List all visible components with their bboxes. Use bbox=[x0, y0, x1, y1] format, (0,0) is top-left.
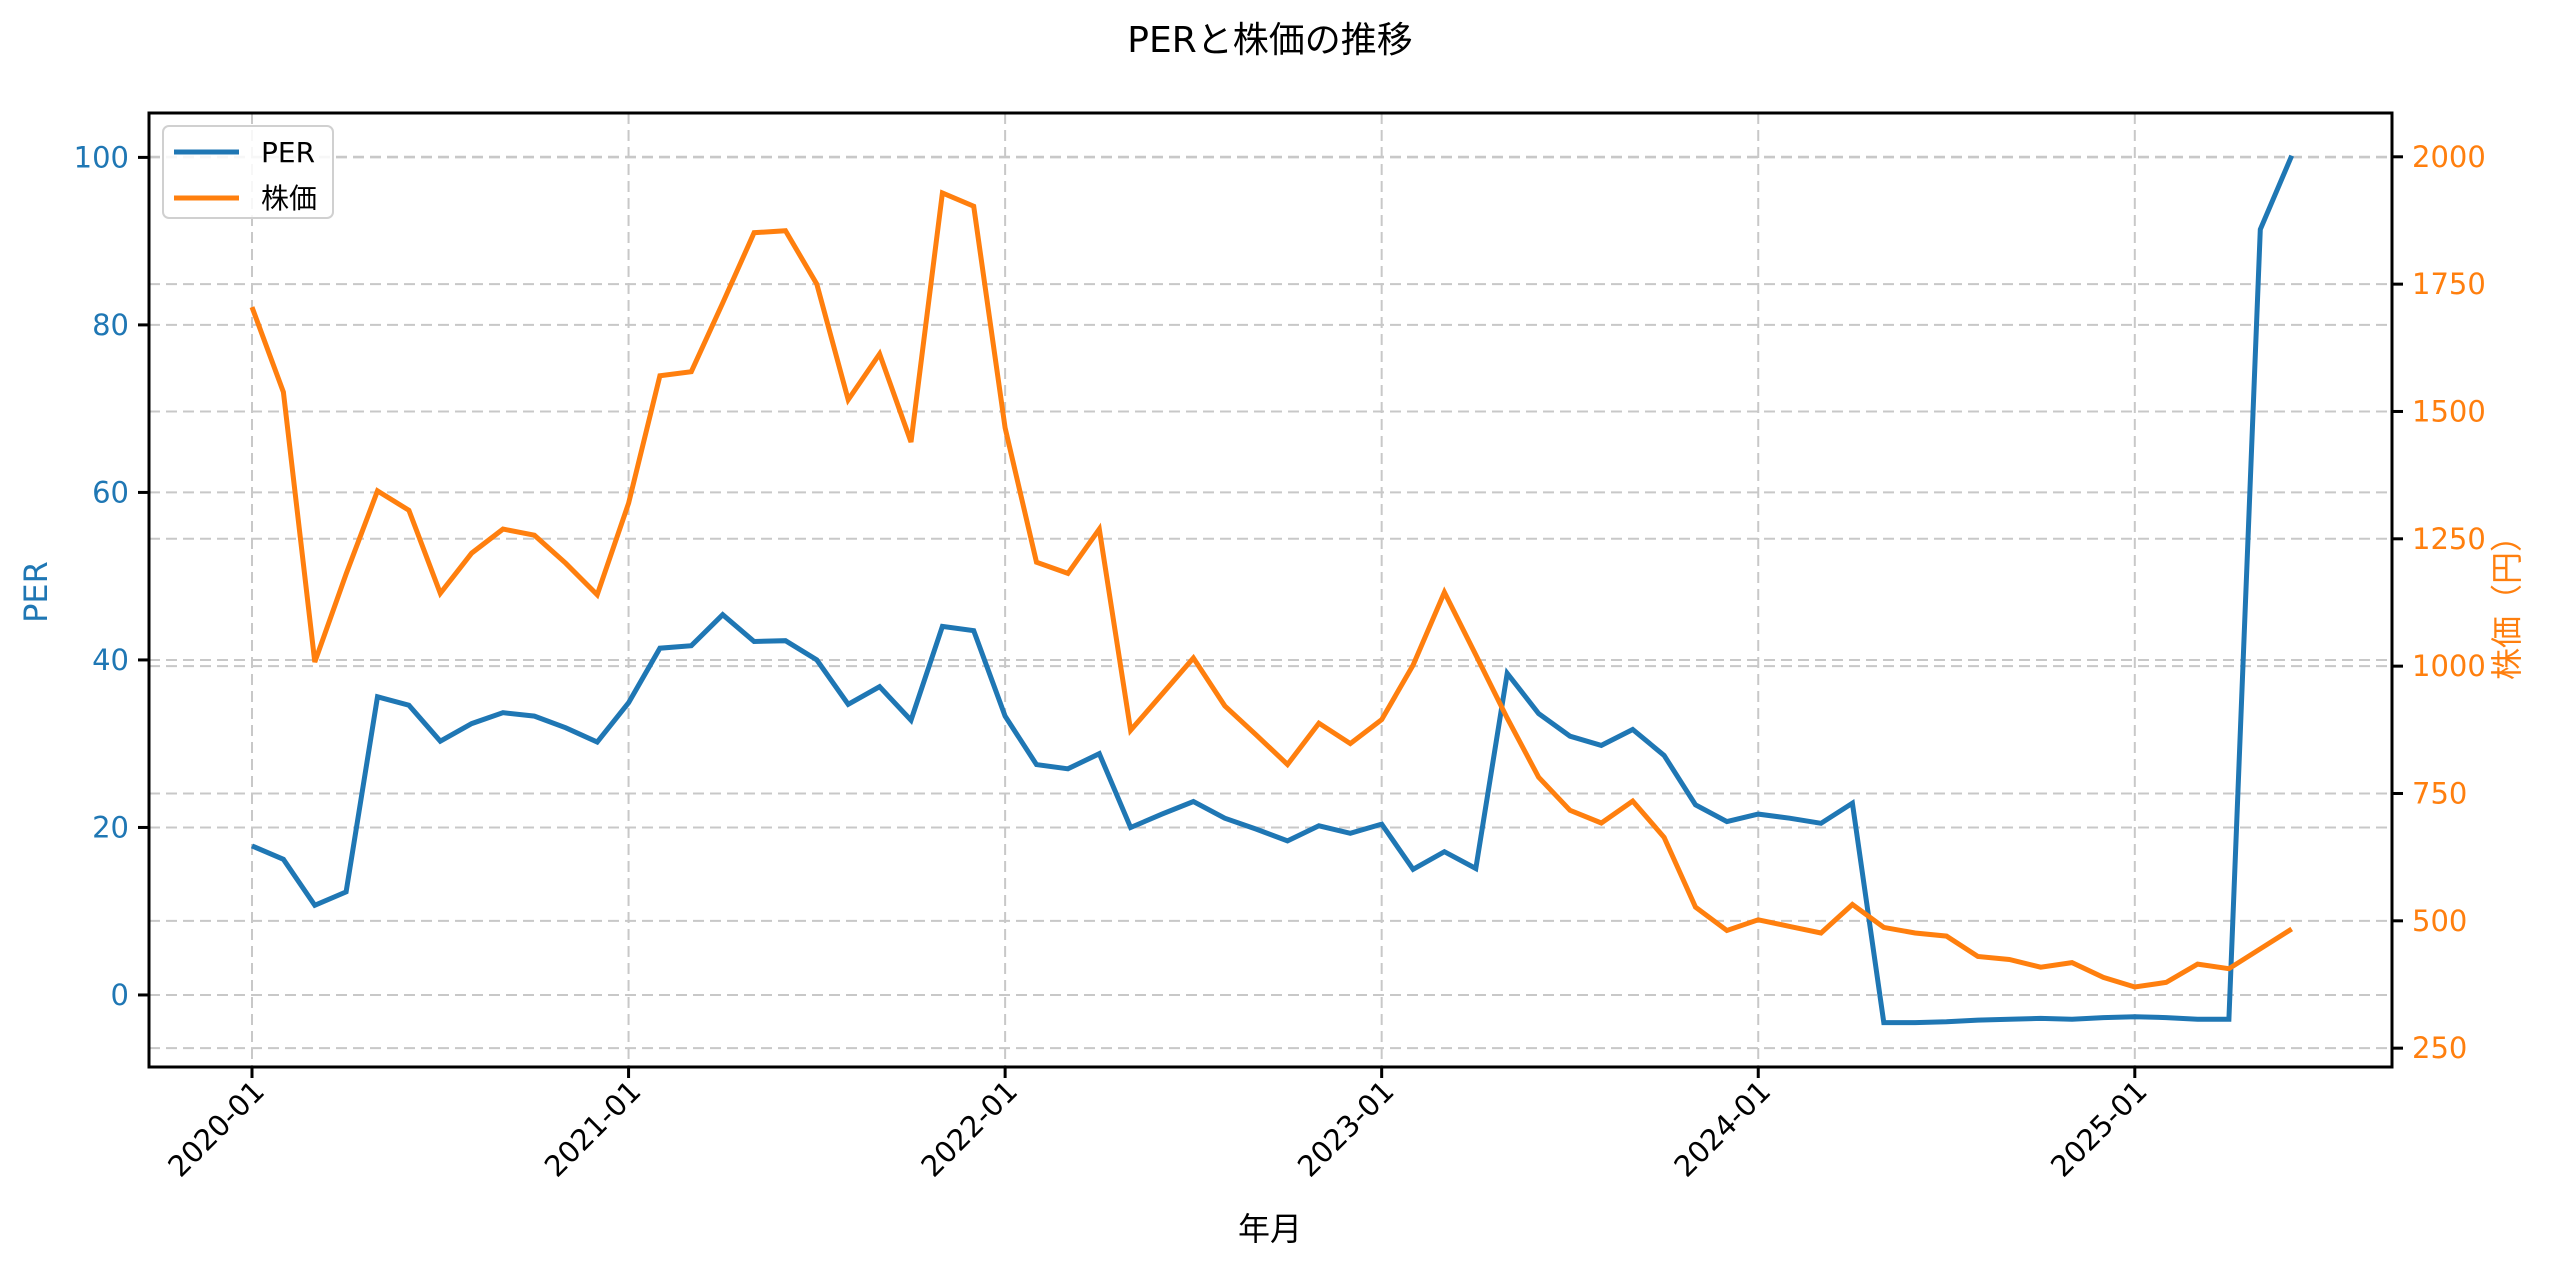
grid-lines bbox=[149, 113, 2392, 1067]
plot-frame bbox=[147, 111, 2394, 1069]
left-tick-label: 100 bbox=[74, 140, 129, 174]
per-line bbox=[251, 154, 2294, 1026]
right-tick-label: 1250 bbox=[2412, 522, 2486, 556]
x-tick-label: 2024-01 bbox=[1667, 1074, 1777, 1184]
price-line bbox=[249, 189, 2294, 990]
right-tick-label: 2000 bbox=[2412, 140, 2486, 174]
right-tick-label: 1750 bbox=[2412, 267, 2486, 301]
right-axis-label: 株価（円） bbox=[2488, 520, 2526, 680]
x-tick-label: 2020-01 bbox=[161, 1074, 271, 1184]
legend-label-price: 株価 bbox=[261, 182, 317, 215]
left-y-axis: 0 20 40 60 80 100 bbox=[74, 140, 149, 1012]
right-tick-label: 500 bbox=[2412, 904, 2467, 938]
right-tick-label: 1000 bbox=[2412, 649, 2486, 683]
right-y-axis: 250 500 750 1000 1250 1500 1750 2000 bbox=[2392, 140, 2486, 1065]
x-tick-label: 2022-01 bbox=[914, 1074, 1024, 1184]
left-tick-label: 80 bbox=[92, 308, 129, 342]
data-series bbox=[249, 154, 2294, 1026]
right-tick-label: 250 bbox=[2412, 1031, 2467, 1065]
right-tick-label: 1500 bbox=[2412, 394, 2486, 428]
legend-label-per: PER bbox=[261, 136, 315, 169]
left-axis-label: PER bbox=[17, 561, 55, 623]
left-tick-label: 40 bbox=[92, 643, 129, 677]
x-tick-label: 2021-01 bbox=[538, 1074, 648, 1184]
x-tick-label: 2025-01 bbox=[2044, 1074, 2154, 1184]
x-tick-label: 2023-01 bbox=[1291, 1074, 1401, 1184]
legend: PER 株価 bbox=[162, 125, 334, 219]
left-tick-label: 60 bbox=[92, 475, 129, 509]
left-tick-label: 20 bbox=[92, 810, 129, 844]
x-axis: 2020-01 2021-01 2022-01 2023-01 2024-01 2025-… bbox=[161, 1067, 2154, 1184]
right-tick-label: 750 bbox=[2412, 776, 2467, 810]
x-axis-label: 年月 bbox=[1238, 1210, 1302, 1248]
legend-box bbox=[162, 125, 334, 219]
left-tick-label: 0 bbox=[111, 978, 129, 1012]
chart-title: PERと株価の推移 bbox=[1127, 20, 1412, 61]
